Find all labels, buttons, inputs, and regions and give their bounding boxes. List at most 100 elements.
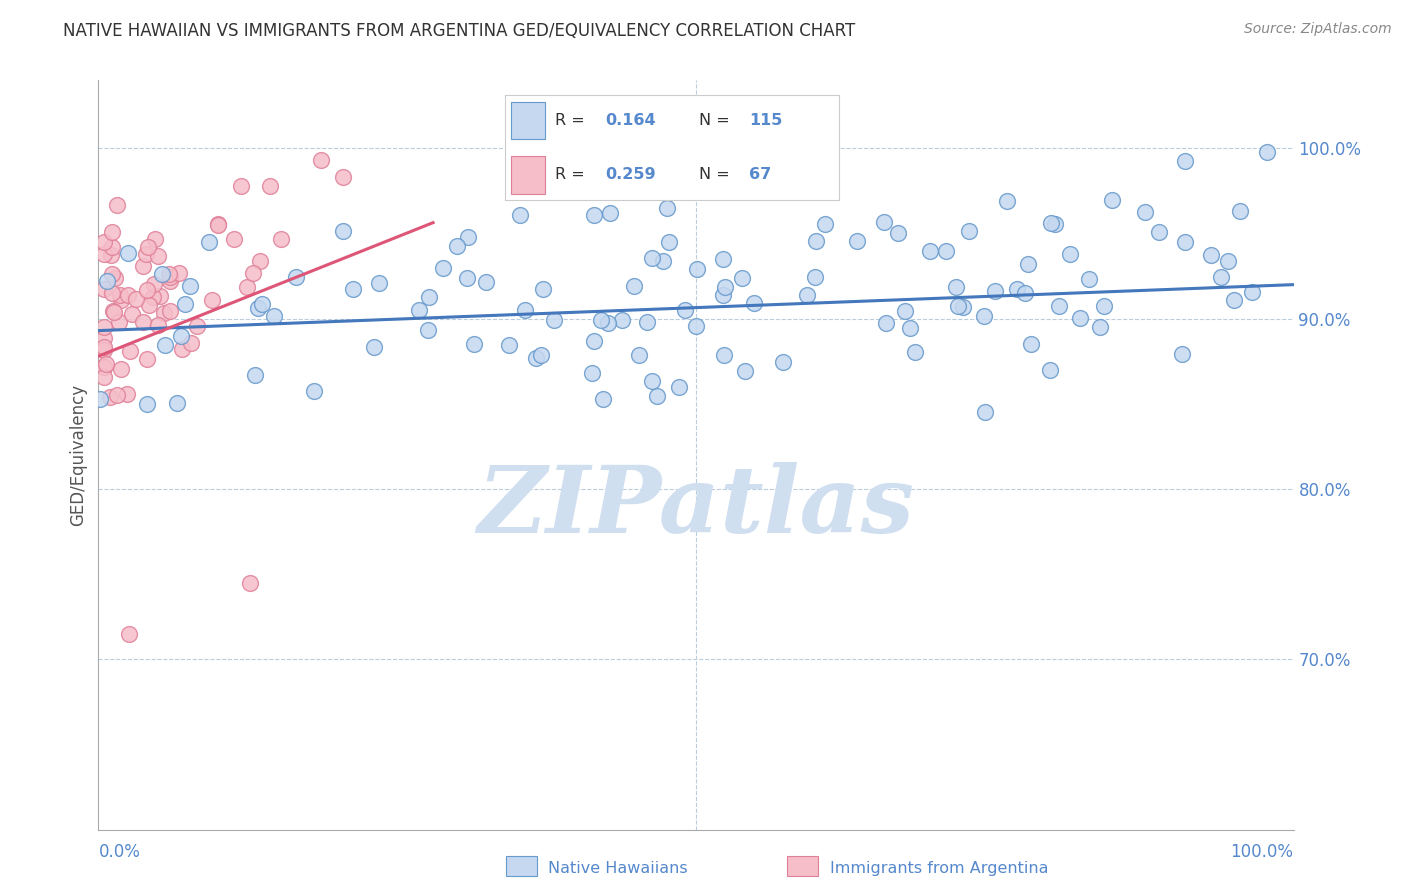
Point (1174, 235, 1197, 249)
Point (179, 279, 201, 293)
Point (668, 380, 690, 394)
Point (596, 316, 619, 330)
Point (186, 319, 208, 334)
Point (170, 342, 193, 356)
Point (270, 232, 292, 246)
Point (734, 364, 756, 378)
Text: Source: ZipAtlas.com: Source: ZipAtlas.com (1244, 22, 1392, 37)
Point (898, 321, 921, 335)
Point (1101, 194, 1123, 208)
Point (515, 302, 537, 317)
Point (592, 392, 614, 406)
Point (259, 179, 281, 194)
Point (201, 293, 224, 308)
Point (239, 575, 262, 590)
Point (94, 357, 117, 371)
Point (804, 270, 827, 285)
Point (157, 267, 180, 281)
Point (612, 313, 634, 327)
Point (711, 252, 734, 267)
Point (946, 299, 969, 313)
Point (132, 259, 155, 273)
Point (1069, 310, 1091, 325)
Point (875, 316, 897, 330)
Point (1229, 203, 1251, 218)
Point (524, 351, 547, 366)
Point (1077, 272, 1099, 286)
Point (222, 232, 245, 246)
Point (93, 340, 115, 354)
Point (108, 315, 131, 329)
Point (93, 235, 115, 250)
Point (713, 348, 735, 362)
Point (903, 344, 925, 359)
Point (530, 347, 553, 361)
Point (135, 247, 157, 261)
Point (153, 338, 176, 352)
Point (136, 397, 159, 411)
Point (101, 225, 124, 239)
Point (711, 287, 734, 301)
Point (408, 303, 430, 318)
Text: 100.0%: 100.0% (1230, 843, 1294, 861)
Point (589, 313, 612, 327)
Point (93, 359, 115, 374)
Point (93, 320, 115, 334)
Point (641, 374, 664, 388)
Point (935, 244, 957, 258)
Point (628, 140, 651, 154)
Point (159, 269, 181, 284)
Point (1088, 320, 1111, 334)
Point (731, 271, 754, 285)
Point (117, 288, 139, 302)
Point (583, 334, 606, 348)
Point (110, 293, 132, 308)
Point (673, 303, 696, 318)
Text: Immigrants from Argentina: Immigrants from Argentina (830, 862, 1047, 876)
Point (135, 283, 157, 297)
Text: ZIPatlas: ZIPatlas (478, 462, 914, 552)
Point (1047, 299, 1070, 313)
Point (457, 230, 479, 244)
Point (845, 235, 868, 249)
Point (93, 370, 115, 384)
Point (1039, 216, 1062, 230)
Point (302, 384, 325, 398)
Point (108, 287, 131, 301)
Point (599, 206, 621, 220)
Point (1092, 299, 1115, 313)
Point (463, 336, 485, 351)
Point (894, 304, 917, 318)
Point (117, 245, 139, 260)
Point (742, 296, 765, 310)
Point (332, 224, 354, 238)
Point (543, 312, 565, 326)
Point (117, 626, 139, 640)
Point (641, 251, 664, 265)
Point (138, 240, 160, 254)
Point (167, 267, 190, 281)
Point (418, 290, 440, 304)
Point (814, 217, 837, 231)
Point (197, 235, 219, 249)
Point (418, 323, 440, 337)
Point (363, 340, 385, 354)
Point (974, 405, 997, 419)
Point (1014, 286, 1036, 301)
Point (456, 271, 478, 285)
Point (103, 305, 125, 319)
Point (105, 388, 128, 402)
Point (250, 296, 273, 310)
Point (887, 226, 910, 240)
Point (309, 153, 332, 167)
Point (509, 208, 531, 222)
Point (1223, 293, 1246, 308)
Point (475, 276, 498, 290)
Point (332, 170, 354, 185)
Point (173, 297, 195, 311)
Point (118, 344, 141, 359)
Point (1209, 270, 1232, 285)
Point (96, 274, 118, 288)
Point (1147, 225, 1170, 239)
Point (110, 361, 132, 376)
